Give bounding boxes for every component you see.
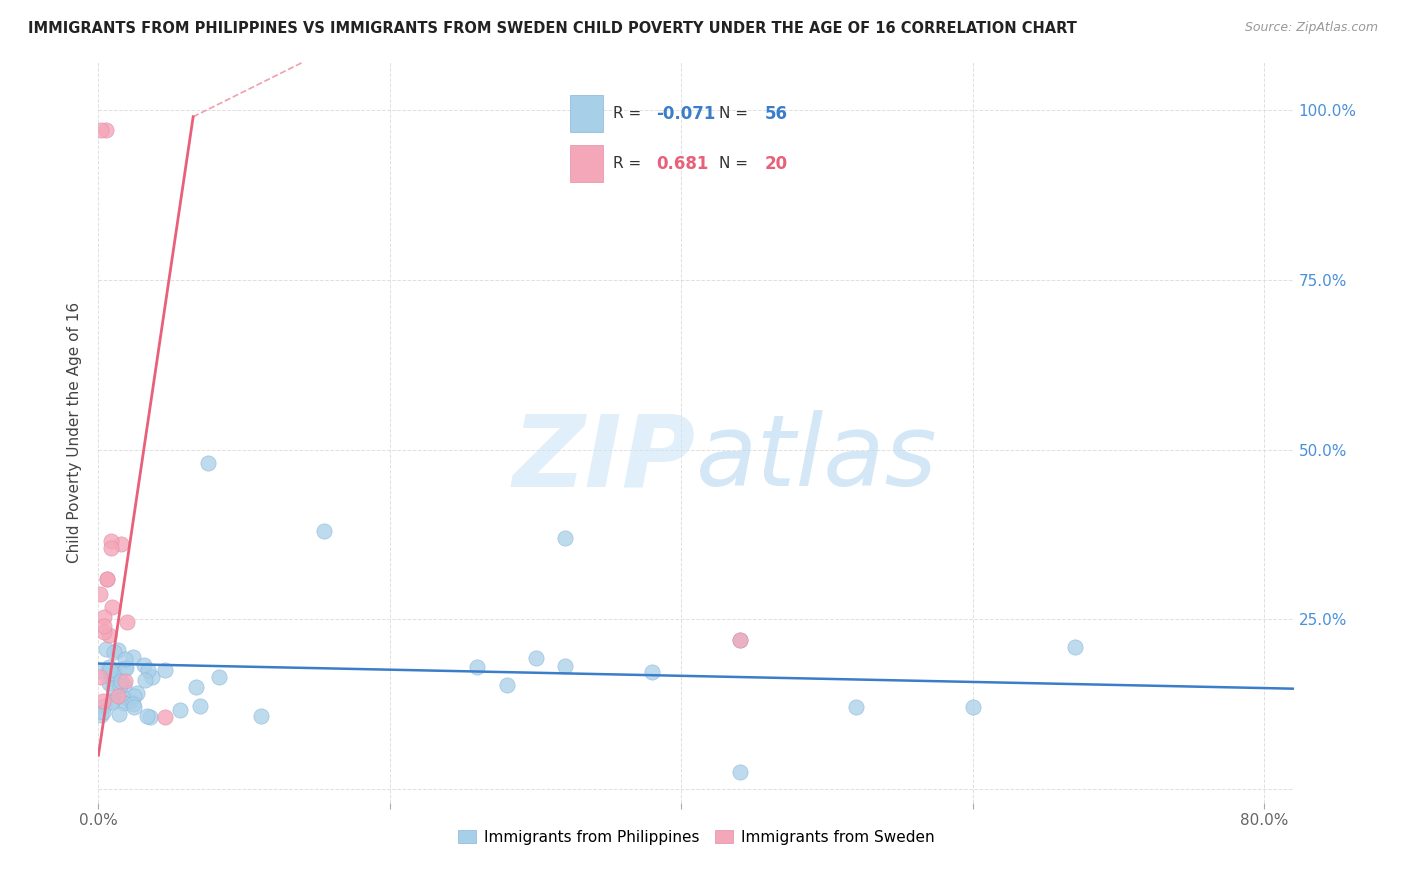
Point xyxy=(103,665,125,680)
Point xyxy=(122,700,145,714)
Text: IMMIGRANTS FROM PHILIPPINES VS IMMIGRANTS FROM SWEDEN CHILD POVERTY UNDER THE AG: IMMIGRANTS FROM PHILIPPINES VS IMMIGRANT… xyxy=(28,21,1077,36)
Point xyxy=(89,671,111,685)
Point xyxy=(100,672,122,686)
Point xyxy=(728,632,751,647)
Point xyxy=(93,625,115,640)
Point xyxy=(91,705,114,719)
Text: ZIP: ZIP xyxy=(513,410,696,507)
Point xyxy=(90,123,112,137)
Point xyxy=(121,697,143,711)
Point xyxy=(134,658,156,673)
Point xyxy=(728,765,751,780)
Point xyxy=(101,600,124,615)
Point xyxy=(103,645,125,659)
Point xyxy=(169,703,191,717)
Point xyxy=(122,650,145,665)
Point xyxy=(110,673,132,688)
Point xyxy=(524,651,547,665)
Point xyxy=(111,690,134,704)
Point xyxy=(153,663,176,677)
Point xyxy=(641,665,664,679)
Point xyxy=(94,641,117,656)
Point xyxy=(107,643,129,657)
Point xyxy=(103,693,125,707)
Text: Source: ZipAtlas.com: Source: ZipAtlas.com xyxy=(1244,21,1378,34)
Point xyxy=(127,686,149,700)
Text: 20: 20 xyxy=(765,155,787,173)
Text: R =: R = xyxy=(613,106,647,121)
Text: 56: 56 xyxy=(765,105,787,123)
Point xyxy=(101,695,124,709)
Point xyxy=(184,681,207,695)
Point xyxy=(91,694,114,708)
Point xyxy=(122,689,145,703)
Point xyxy=(108,706,131,721)
Point xyxy=(112,696,135,710)
Legend: Immigrants from Philippines, Immigrants from Sweden: Immigrants from Philippines, Immigrants … xyxy=(451,823,941,851)
Point xyxy=(97,676,120,690)
Point xyxy=(115,661,138,675)
Point xyxy=(134,673,156,687)
Point xyxy=(94,123,117,137)
Point xyxy=(250,709,273,723)
Point xyxy=(98,660,121,674)
Point xyxy=(90,707,112,722)
Point xyxy=(97,628,120,642)
Point xyxy=(554,658,576,673)
Point xyxy=(136,663,159,677)
Point xyxy=(98,664,121,678)
Point xyxy=(112,678,135,692)
Point xyxy=(1064,640,1087,654)
Point xyxy=(93,610,115,624)
Point xyxy=(118,693,141,707)
Point xyxy=(101,681,124,695)
Point xyxy=(554,531,576,545)
Point xyxy=(93,619,115,633)
Point xyxy=(208,670,231,684)
Text: atlas: atlas xyxy=(696,410,938,507)
Point xyxy=(107,689,129,703)
Point xyxy=(153,709,176,723)
Point xyxy=(845,699,868,714)
Point xyxy=(139,709,162,723)
Point xyxy=(89,665,111,679)
Point xyxy=(110,537,132,551)
Point xyxy=(93,699,115,714)
Bar xyxy=(569,95,603,132)
Point xyxy=(728,632,751,647)
Point xyxy=(114,673,136,688)
Point xyxy=(962,700,984,714)
Point xyxy=(141,671,163,685)
Point xyxy=(115,615,138,629)
Point xyxy=(89,587,111,601)
Point xyxy=(114,661,136,675)
Text: N =: N = xyxy=(720,156,754,171)
Text: R =: R = xyxy=(613,156,647,171)
Point xyxy=(495,678,517,692)
Point xyxy=(188,699,211,714)
Point xyxy=(197,456,219,470)
Point xyxy=(100,541,122,556)
Point xyxy=(100,533,122,548)
Bar xyxy=(569,145,603,182)
Y-axis label: Child Poverty Under the Age of 16: Child Poverty Under the Age of 16 xyxy=(67,302,83,563)
Point xyxy=(101,663,124,677)
Point xyxy=(96,572,118,586)
Text: 0.681: 0.681 xyxy=(657,155,709,173)
Text: -0.071: -0.071 xyxy=(657,105,716,123)
Point xyxy=(108,679,131,693)
Point xyxy=(114,651,136,665)
Text: N =: N = xyxy=(720,106,754,121)
Point xyxy=(136,709,159,723)
Point xyxy=(467,660,489,674)
Point xyxy=(96,572,118,586)
Point xyxy=(314,524,336,538)
